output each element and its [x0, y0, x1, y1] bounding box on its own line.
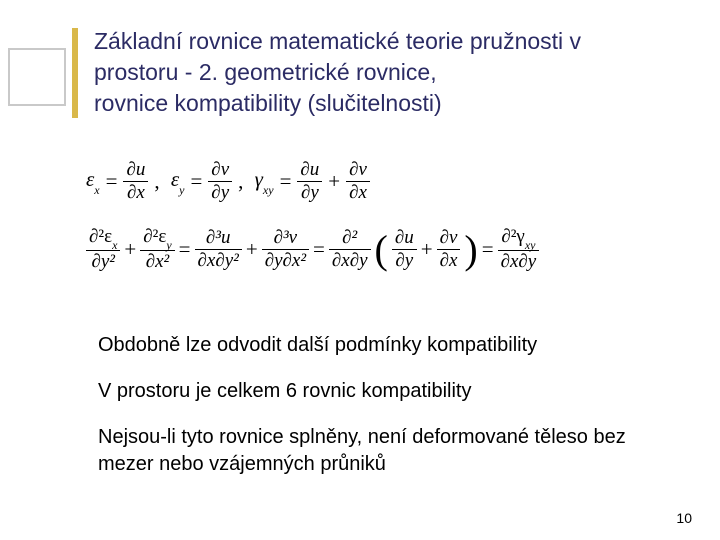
- equals: =: [280, 169, 292, 194]
- comma: ,: [238, 169, 249, 194]
- plus: +: [124, 237, 136, 262]
- eps-x-sym: εx: [86, 167, 100, 195]
- lparen: (: [375, 234, 388, 266]
- frac-dv-dy: ∂v ∂y: [208, 160, 232, 203]
- equals: =: [313, 237, 325, 262]
- frac-t2: ∂²εy ∂x²: [140, 227, 174, 272]
- accent-square: [8, 48, 66, 106]
- frac-t6: ∂²γxy ∂x∂y: [498, 227, 540, 272]
- title-line-3: rovnice kompatibility (slučitelnosti): [94, 88, 694, 119]
- plus: +: [328, 169, 340, 194]
- equation-row-1: εx = ∂u ∂x , εy = ∂v ∂y , γxy = ∂u ∂y + …: [86, 160, 676, 203]
- gamma-xy-sym: γxy: [255, 167, 274, 195]
- eps-y-sym: εy: [171, 167, 185, 195]
- paragraph-2: V prostoru je celkem 6 rovnic kompatibil…: [98, 378, 658, 405]
- equation-row-2: ∂²εx ∂y² + ∂²εy ∂x² = ∂³u ∂x∂y² + ∂³v ∂y…: [86, 227, 676, 272]
- frac-t4: ∂³v ∂y∂x²: [262, 228, 309, 271]
- rparen: ): [464, 234, 477, 266]
- title-line-2: prostoru - 2. geometrické rovnice,: [94, 57, 694, 88]
- plus: +: [421, 237, 433, 262]
- accent-bar: [72, 28, 78, 118]
- frac-du-dy: ∂u ∂y: [297, 160, 322, 203]
- paragraph-1: Obdobně lze odvodit další podmínky kompa…: [98, 332, 658, 359]
- frac-dv-dx: ∂v ∂x: [346, 160, 370, 203]
- frac-du-dx: ∂u ∂x: [123, 160, 148, 203]
- equals: =: [179, 237, 191, 262]
- page-number: 10: [676, 510, 692, 526]
- frac-p2: ∂v ∂x: [437, 228, 461, 271]
- frac-t1: ∂²εx ∂y²: [86, 227, 120, 272]
- frac-t3: ∂³u ∂x∂y²: [195, 228, 242, 271]
- paragraph-3: Nejsou-li tyto rovnice splněny, není def…: [98, 424, 658, 478]
- equals: =: [482, 237, 494, 262]
- frac-p1: ∂u ∂y: [392, 228, 417, 271]
- equals: =: [190, 169, 202, 194]
- equations-block: εx = ∂u ∂x , εy = ∂v ∂y , γxy = ∂u ∂y + …: [86, 160, 676, 272]
- plus: +: [246, 237, 258, 262]
- comma: ,: [154, 169, 165, 194]
- title-line-1: Základní rovnice matematické teorie pruž…: [94, 26, 694, 57]
- slide-title: Základní rovnice matematické teorie pruž…: [94, 26, 694, 119]
- title-accent: [0, 26, 90, 122]
- equals: =: [106, 169, 118, 194]
- frac-t5: ∂² ∂x∂y: [329, 228, 371, 271]
